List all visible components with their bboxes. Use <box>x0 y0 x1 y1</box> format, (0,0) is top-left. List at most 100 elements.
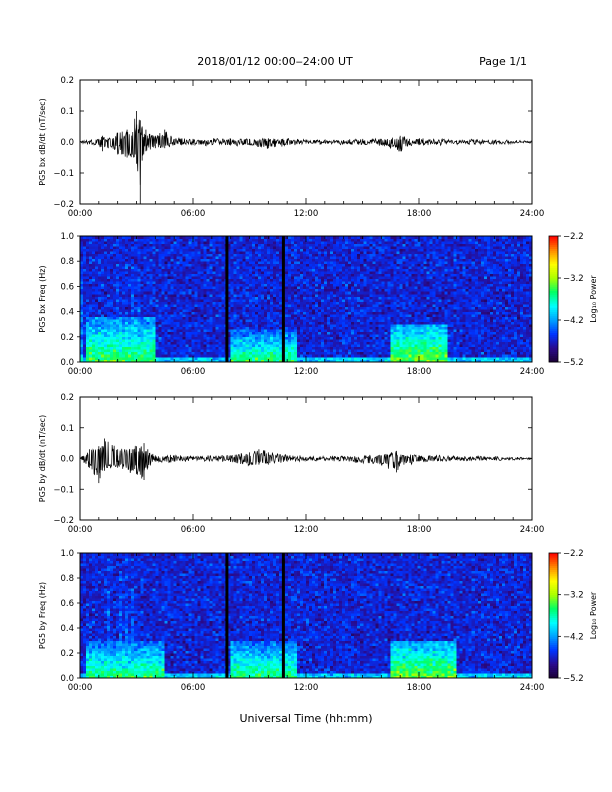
colorbar-step <box>549 238 558 241</box>
colorbar-step <box>549 669 558 673</box>
colorbar-step <box>549 250 558 254</box>
y-axis-title: PG5 by dB/dt (nT/sec) <box>38 415 47 502</box>
page-indicator: Page 1/1 <box>479 55 527 68</box>
colorbar-step <box>549 615 558 618</box>
colorbar-step <box>549 257 558 260</box>
x-tick-label: 18:00 <box>407 683 432 693</box>
y-tick-label: −0.2 <box>53 200 74 210</box>
y-axis-title: PG5 bx dB/dt (nT/sec) <box>38 98 47 185</box>
colorbar-step <box>549 648 558 652</box>
colorbar-step <box>549 628 558 631</box>
colorbar-step <box>549 586 558 589</box>
y-tick-label: 0.0 <box>60 358 74 368</box>
figure-title: 2018/01/12 00:00‒24:00 UT <box>197 55 353 68</box>
x-tick-label: 24:00 <box>520 367 545 377</box>
colorbar-step <box>549 269 558 273</box>
colorbar-step <box>549 332 558 336</box>
colorbar-step <box>549 267 558 270</box>
colorbar-step <box>549 305 558 308</box>
x-axis-title: Universal Time (hh:mm) <box>240 712 373 725</box>
colorbar-step <box>549 603 558 606</box>
colorbar-step <box>549 328 558 331</box>
colorbar-step <box>549 578 558 581</box>
x-tick-label: 24:00 <box>520 683 545 693</box>
colorbar-step <box>549 569 558 573</box>
colorbar-step <box>549 349 558 352</box>
y-tick-label: 0.0 <box>60 674 74 684</box>
y-tick-label: −0.2 <box>53 516 74 526</box>
colorbar-step <box>549 280 558 283</box>
colorbar-step <box>549 359 558 363</box>
colorbar-step <box>549 236 558 239</box>
colorbar-tick-label: −5.2 <box>563 674 584 684</box>
y-tick-label: 1.0 <box>60 549 74 559</box>
colorbar-step <box>549 584 558 587</box>
x-tick-label: 12:00 <box>294 209 319 219</box>
colorbar-step <box>549 632 558 635</box>
colorbar-frame <box>548 552 559 679</box>
colorbar-step <box>549 286 558 289</box>
colorbar-tick-label: −4.2 <box>563 316 584 326</box>
colorbar-step <box>549 592 558 596</box>
colorbar-step <box>549 598 558 602</box>
colorbar-step <box>549 607 558 610</box>
colorbar-step <box>549 675 558 679</box>
x-tick-label: 18:00 <box>407 367 432 377</box>
colorbar-tick-label: −3.2 <box>563 274 584 284</box>
colorbar-step <box>549 580 558 583</box>
y-tick-label: −0.1 <box>53 485 74 495</box>
colorbar-step <box>549 613 558 616</box>
data-gap-line-2 <box>281 236 285 362</box>
colorbar-step <box>549 303 558 306</box>
colorbar-step <box>549 336 558 340</box>
colorbar-step <box>549 640 558 643</box>
colorbar-step <box>549 299 558 302</box>
y-tick-label: 0.2 <box>60 393 74 403</box>
colorbar-step <box>549 634 558 637</box>
data-gap-line-2 <box>281 553 285 678</box>
colorbar-step <box>549 605 558 608</box>
colorbar-step <box>549 347 558 350</box>
y-tick-label: 0.8 <box>60 574 74 584</box>
colorbar-step <box>549 252 558 256</box>
x-tick-label: 18:00 <box>407 209 432 219</box>
colorbar-step <box>549 663 558 666</box>
colorbar-title: Log₁₀ Power <box>589 591 598 639</box>
colorbar-step <box>549 248 558 252</box>
y-axis-title: PG5 by Freq (Hz) <box>38 582 47 649</box>
colorbar-step <box>549 307 558 310</box>
colorbar: −2.2 −3.2 −4.2 −5.2 Log₁₀ Power <box>548 549 598 684</box>
colorbar-step <box>549 619 558 623</box>
colorbar-step <box>549 275 558 279</box>
colorbar-step <box>549 311 558 315</box>
y-tick-label: 1.0 <box>60 232 74 242</box>
colorbar-step <box>549 575 558 579</box>
data-gap-line-1 <box>225 553 229 678</box>
colorbar: −2.2 −3.2 −4.2 −5.2 Log₁₀ Power <box>548 232 598 368</box>
colorbar-step <box>549 653 558 656</box>
colorbar-step <box>549 320 558 323</box>
panel-by_dbdt: 0.2 0.1 0.0 −0.1 −0.200:00 06:00 12:00 18:00 24:… <box>38 393 544 535</box>
colorbar-step <box>549 292 558 296</box>
x-tick-label: 06:00 <box>181 525 206 535</box>
colorbar-step <box>549 254 558 258</box>
colorbar-step <box>549 324 558 327</box>
colorbar-step <box>549 555 558 558</box>
colorbar-step <box>549 357 558 361</box>
colorbar-step <box>549 657 558 660</box>
colorbar-step <box>549 565 558 568</box>
colorbar-step <box>549 609 558 612</box>
y-tick-label: 0.1 <box>60 424 74 434</box>
x-tick-label: 24:00 <box>520 525 545 535</box>
x-tick-label: 00:00 <box>68 367 93 377</box>
data-gap-line-1 <box>225 236 229 362</box>
panel-bx_dbdt: 0.2 0.1 0.0 −0.1 −0.200:00 06:00 12:00 18:00 24:… <box>38 76 544 219</box>
colorbar-tick-label: −2.2 <box>563 232 584 242</box>
colorbar-step <box>549 353 558 357</box>
colorbar-title: Log₁₀ Power <box>589 275 598 323</box>
colorbar-step <box>549 642 558 646</box>
colorbar-step <box>549 355 558 359</box>
colorbar-step <box>549 265 558 268</box>
colorbar-step <box>549 563 558 566</box>
colorbar-step <box>549 588 558 591</box>
